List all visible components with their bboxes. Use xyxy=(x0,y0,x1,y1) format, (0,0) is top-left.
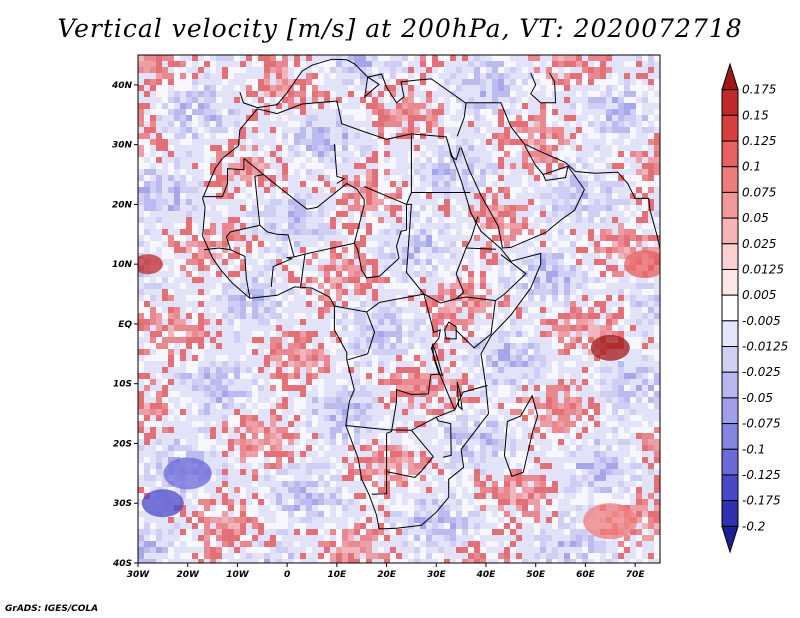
colorbar-swatch xyxy=(721,346,739,373)
latitude-axis: 40N 30N 20N 10N EQ 10S 20S 30S 40S xyxy=(111,81,138,569)
colorbar-level-label: 0.0125 xyxy=(742,262,784,276)
madagascar-coastline xyxy=(503,394,539,477)
colorbar-level-label: -0.125 xyxy=(742,468,781,482)
lake-tanganyika xyxy=(431,344,444,376)
colorbar-swatch xyxy=(721,448,739,476)
europe-coastline xyxy=(239,58,467,109)
lake-malawi xyxy=(456,381,463,411)
colorbar-level-label: 0.005 xyxy=(742,288,776,302)
colorbar-swatch xyxy=(721,320,739,348)
colorbar-level-label: -0.2 xyxy=(742,519,765,533)
lat-tick-label: 20N xyxy=(112,200,133,210)
arabia-coastline xyxy=(456,102,585,249)
sinai xyxy=(448,144,461,161)
colorbar-top-arrow xyxy=(721,62,739,91)
country-border xyxy=(333,143,346,184)
longitude-axis: 30W 20W 10W 0 10E 20E 30E 40E 50E 60E 70E xyxy=(127,563,646,580)
caspian-coastline xyxy=(530,72,557,104)
lat-tick-label: EQ xyxy=(118,320,132,330)
lon-tick-label: 10W xyxy=(226,570,250,580)
country-border xyxy=(202,158,245,198)
colorbar-swatch xyxy=(721,371,739,399)
colorbar-swatch xyxy=(721,217,739,245)
velocity-field xyxy=(138,55,660,563)
country-border xyxy=(204,247,231,251)
country-border xyxy=(455,216,479,300)
country-border xyxy=(436,385,488,418)
lat-tick-label: 40S xyxy=(112,559,132,569)
country-border xyxy=(386,293,441,434)
country-border xyxy=(270,253,306,287)
colorbar-level-label: -0.175 xyxy=(742,494,781,508)
colorbar-level-label: -0.0125 xyxy=(742,340,788,354)
colorbar-level-label: 0.075 xyxy=(742,185,776,199)
country-border xyxy=(405,203,496,335)
lat-tick-label: 40N xyxy=(111,81,133,91)
colorbar-level-label: 0.025 xyxy=(742,237,776,251)
country-border xyxy=(364,186,407,205)
lon-tick-label: 0 xyxy=(284,570,290,580)
colorbar-swatch xyxy=(721,423,739,450)
colorbar-swatch xyxy=(721,114,739,142)
asia-coastline xyxy=(525,144,660,250)
grads-credit: GrADS: IGES/COLA xyxy=(5,604,99,614)
colorbar-level-label: -0.05 xyxy=(742,391,773,405)
lon-tick-label: 10E xyxy=(328,570,348,580)
colorbar-level-label: 0.1 xyxy=(742,160,761,174)
country-border xyxy=(334,293,424,313)
lon-tick-label: 20E xyxy=(377,570,397,580)
country-border xyxy=(495,254,527,302)
colorbar-swatch xyxy=(721,191,739,219)
colorbar-swatch xyxy=(721,474,739,502)
colorbar-swatch xyxy=(721,140,739,168)
lon-tick-label: 20W xyxy=(176,570,200,580)
map-title: Vertical velocity [m/s] at 200hPa, VT: 2… xyxy=(57,14,743,43)
country-border xyxy=(386,429,434,479)
lat-tick-label: 10N xyxy=(112,260,133,270)
colorbar-level-label: 0.175 xyxy=(742,83,776,97)
colorbar-level-label: 0.15 xyxy=(742,108,769,122)
country-border xyxy=(466,247,496,250)
lon-tick-label: 70E xyxy=(626,570,646,580)
lon-tick-label: 30W xyxy=(127,570,151,580)
country-border xyxy=(347,311,376,361)
lon-tick-label: 50E xyxy=(526,570,546,580)
country-border xyxy=(345,416,452,458)
lat-tick-label: 10S xyxy=(113,380,132,390)
colorbar-level-label: 0.125 xyxy=(742,134,776,148)
africa-coastline xyxy=(202,100,542,530)
lat-tick-label: 30S xyxy=(113,499,132,509)
lat-tick-label: 30N xyxy=(112,141,133,151)
country-border xyxy=(226,236,251,299)
gulf-coastline xyxy=(542,166,569,182)
lat-tick-label: 20S xyxy=(113,439,132,449)
colorbar-swatch xyxy=(721,500,739,527)
country-border xyxy=(439,373,456,411)
colorbar-level-label: -0.1 xyxy=(742,442,765,456)
colorbar-bottom-arrow xyxy=(721,525,739,554)
colorbar: 0.175 0.15 0.125 0.1 0.075 0.05 0.025 0.0125 0.0… xyxy=(721,62,788,554)
colorbar-swatch xyxy=(721,89,739,116)
colorbar-level-label: 0.05 xyxy=(742,211,769,225)
country-border xyxy=(259,224,295,258)
country-border xyxy=(243,158,365,210)
colorbar-swatch xyxy=(721,294,739,322)
lon-tick-label: 60E xyxy=(576,570,596,580)
colorbar-swatch xyxy=(721,166,739,193)
colorbar-swatch xyxy=(721,397,739,425)
colorbar-level-label: -0.005 xyxy=(742,314,781,328)
lon-tick-label: 40E xyxy=(476,570,497,580)
colorbar-swatch xyxy=(721,243,739,270)
country-border xyxy=(455,329,492,349)
lake-victoria xyxy=(444,321,457,340)
lon-tick-label: 30E xyxy=(427,570,447,580)
colorbar-level-label: -0.025 xyxy=(742,365,781,379)
colorbar-level-label: -0.075 xyxy=(742,417,781,431)
map-frame xyxy=(137,54,661,564)
colorbar-swatch xyxy=(721,268,739,296)
coastlines xyxy=(202,58,660,530)
